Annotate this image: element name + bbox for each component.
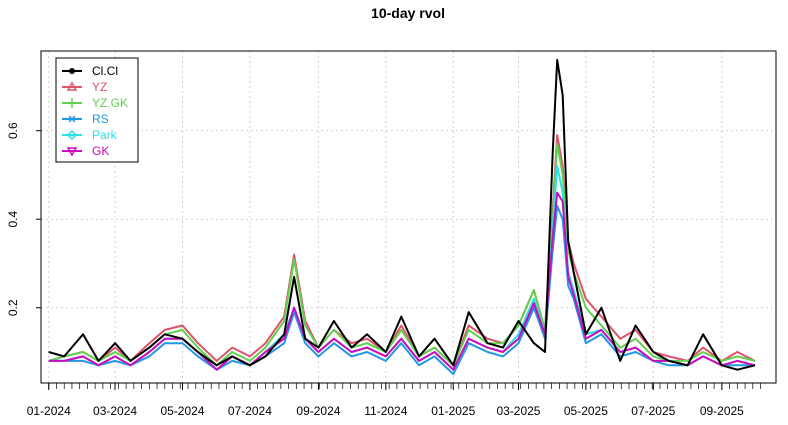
x-tick-label: 01-2024 xyxy=(27,404,71,418)
legend-item: RS xyxy=(62,112,109,126)
series-lines xyxy=(48,58,756,376)
x-tick-label: 05-2025 xyxy=(564,404,608,418)
legend-marker-plus xyxy=(68,98,76,108)
chart-title: 10-day rvol xyxy=(371,5,445,21)
legend-label: Cl.Cl xyxy=(92,64,118,78)
x-tick-label: 09-2024 xyxy=(296,404,340,418)
legend-item: YZ xyxy=(62,80,107,94)
y-tick-label: 0.4 xyxy=(6,211,20,228)
x-tick-label: 07-2024 xyxy=(228,404,272,418)
x-tick-label: 01-2025 xyxy=(431,404,475,418)
legend: Cl.Cl YZ YZ.GK RS Park GK xyxy=(55,57,139,163)
axes: 0.2 0.4 0.6 01-2024 03-2024 05-2024 07-2024 09-… xyxy=(6,122,761,418)
legend-label: GK xyxy=(92,144,109,158)
series-line-cl-cl xyxy=(48,58,756,371)
legend-marker-diamond xyxy=(66,129,78,141)
legend-marker-triangle xyxy=(66,81,78,91)
legend-item: YZ.GK xyxy=(62,96,128,110)
legend-item: GK xyxy=(62,144,109,158)
legend-marker-triangle-down xyxy=(66,147,78,157)
y-tick-label: 0.6 xyxy=(6,122,20,139)
x-tick-label: 05-2024 xyxy=(160,404,204,418)
legend-label: Park xyxy=(92,128,118,142)
legend-box xyxy=(55,57,139,163)
legend-label: YZ.GK xyxy=(92,96,128,110)
plot-frame xyxy=(40,50,777,384)
legend-marker-circle xyxy=(69,68,75,74)
x-tick-label: 07-2025 xyxy=(631,404,675,418)
x-tick-label: 11-2024 xyxy=(364,404,407,418)
legend-item: Park xyxy=(62,128,118,142)
legend-label: RS xyxy=(92,112,109,126)
legend-label: YZ xyxy=(92,80,107,94)
x-tick-label: 03-2025 xyxy=(496,404,540,418)
series-line-yz-gk xyxy=(48,143,756,367)
x-tick-label: 09-2025 xyxy=(700,404,744,418)
legend-marker-cross xyxy=(68,115,76,123)
x-tick-label: 03-2024 xyxy=(93,404,137,418)
y-tick-label: 0.2 xyxy=(6,299,20,316)
series-line-rs xyxy=(48,204,755,376)
legend-item: Cl.Cl xyxy=(62,64,118,78)
